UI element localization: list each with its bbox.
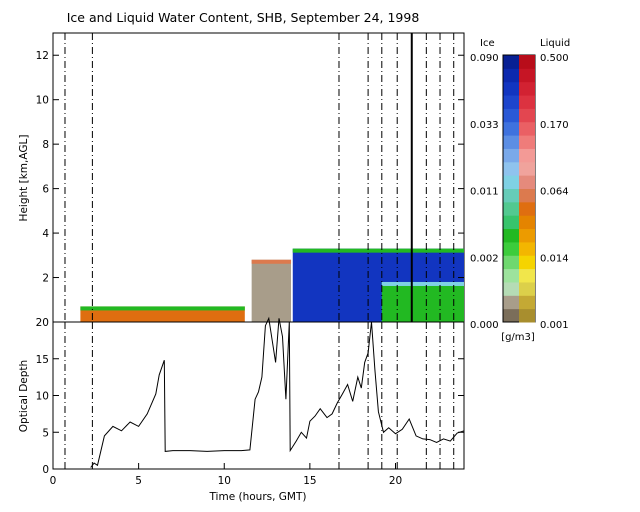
height-tick-label: 12 [36, 50, 49, 62]
colorbar-liquid-block [519, 241, 535, 256]
time-tick-label: 10 [218, 475, 231, 487]
cloud-layer-top-edge [292, 248, 464, 253]
colorbar-ice-block [503, 161, 519, 176]
time-tick-label: 5 [135, 475, 142, 487]
colorbar-ice-block [503, 281, 519, 296]
colorbar-ice-block [503, 268, 519, 283]
colorbar-ice-block [503, 241, 519, 256]
colorbar-liquid-scale [519, 55, 535, 323]
optical-depth-tick-label: 0 [42, 464, 49, 476]
optical-depth-tick-label: 10 [36, 391, 49, 403]
colorbar-ice-label: Ice [480, 38, 495, 49]
colorbar-liquid-block [519, 268, 535, 283]
colorbar-liquid-block [519, 228, 535, 243]
vertical-markers-bottom [64, 322, 455, 469]
cloud-layer-top-edge [251, 259, 292, 264]
cloud-layer-top-edge [381, 281, 464, 286]
height-tick-label: 6 [42, 184, 49, 196]
cloud-layer-top-edge [80, 306, 245, 311]
optical-depth-tick-label: 15 [36, 354, 49, 366]
colorbar-ice-block [503, 148, 519, 163]
height-tick-label: 4 [42, 228, 49, 240]
colorbar-ice-block [503, 295, 519, 310]
colorbar-liquid-block [519, 68, 535, 83]
colorbar-liquid-label: Liquid [540, 38, 570, 49]
cloud-layer [381, 281, 464, 322]
time-ticks: 0 5 10 15 20 [50, 463, 402, 487]
colorbar-liquid-tick-label: 0.500 [540, 53, 569, 64]
colorbar-ice-block [503, 201, 519, 216]
colorbar-liquid-block [519, 175, 535, 189]
time-tick-label: 0 [50, 475, 57, 487]
optical-depth-line [90, 316, 465, 468]
colorbar-liquid-block [519, 121, 535, 136]
cloud-layers [80, 248, 464, 322]
colorbar-liquid-block [519, 148, 535, 163]
colorbar-ice-tick-label: 0.033 [470, 120, 499, 131]
colorbar-liquid-block [519, 295, 535, 310]
colorbar-ice-block [503, 135, 519, 149]
colorbar-liquid-tick-label: 0.001 [540, 320, 569, 331]
colorbar-ice-block [503, 215, 519, 230]
colorbar-liquid-tick-label: 0.014 [540, 253, 569, 264]
colorbar-ice-tick-label: 0.002 [470, 253, 499, 264]
colorbar-liquid-block [519, 81, 535, 96]
colorbar-liquid-block [519, 281, 535, 296]
colorbar-ice-tick-label: 0.090 [470, 53, 499, 64]
optical-depth-frame [52, 321, 465, 470]
colorbar-liquid-block [519, 95, 535, 109]
colorbar: Ice Liquid 0.090 0.500 0.033 0.170 0.011 0.06… [470, 38, 570, 343]
cloud-layer [251, 259, 292, 322]
colorbar-ice-block [503, 188, 519, 203]
height-tick-label: 10 [36, 95, 49, 107]
time-tick-label: 20 [389, 475, 402, 487]
colorbar-liquid-block [519, 201, 535, 216]
colorbar-liquid-block [519, 188, 535, 203]
optical-depth-ticks: 0 5 10 15 20 [36, 317, 464, 476]
colorbar-liquid-block [519, 108, 535, 123]
height-tick-label: 8 [42, 139, 49, 151]
colorbar-liquid-block [519, 308, 535, 323]
colorbar-liquid-block [519, 215, 535, 230]
colorbar-liquid-block [519, 255, 535, 270]
colorbar-units: [g/m3] [501, 332, 535, 343]
colorbar-ticks: 0.090 0.500 0.033 0.170 0.011 0.064 0.002 0.014… [470, 53, 569, 331]
optical-depth-axis-label: Optical Depth [18, 360, 30, 432]
content-panel: 2 4 6 8 10 12 Height [km,AGL] [18, 32, 465, 323]
time-axis-label: Time (hours, GMT) [208, 491, 306, 503]
colorbar-ice-scale [502, 54, 536, 323]
height-tick-label: 2 [42, 273, 49, 285]
time-tick-label: 15 [303, 475, 316, 487]
chart-title: Ice and Liquid Water Content, SHB, Septe… [67, 10, 420, 25]
colorbar-ice-block [503, 95, 519, 109]
colorbar-liquid-tick-label: 0.170 [540, 120, 569, 131]
colorbar-ice-block [503, 55, 519, 69]
colorbar-ice-block [503, 308, 519, 323]
optical-depth-panel: 0 5 10 15 20 0 5 10 15 20 Optical Depth Time (ho… [18, 316, 465, 503]
colorbar-ice-tick-label: 0.011 [470, 187, 499, 198]
colorbar-ice-block [503, 175, 519, 189]
colorbar-liquid-block [519, 161, 535, 176]
colorbar-liquid-block [519, 55, 535, 69]
height-axis-label: Height [km,AGL] [18, 135, 30, 222]
height-ticks: 2 4 6 8 10 12 [36, 50, 464, 285]
colorbar-ice-block [503, 68, 519, 83]
colorbar-ice-block [503, 121, 519, 136]
colorbar-ice-block [503, 81, 519, 96]
optical-depth-tick-label: 5 [42, 427, 49, 439]
colorbar-ice-block [503, 108, 519, 123]
colorbar-liquid-tick-label: 0.064 [540, 187, 569, 198]
colorbar-liquid-block [519, 135, 535, 149]
vertical-markers [64, 33, 455, 322]
colorbar-ice-block [503, 228, 519, 243]
optical-depth-tick-label: 20 [36, 317, 49, 329]
colorbar-ice-tick-label: 0.000 [470, 320, 499, 331]
colorbar-ice-block [503, 255, 519, 270]
